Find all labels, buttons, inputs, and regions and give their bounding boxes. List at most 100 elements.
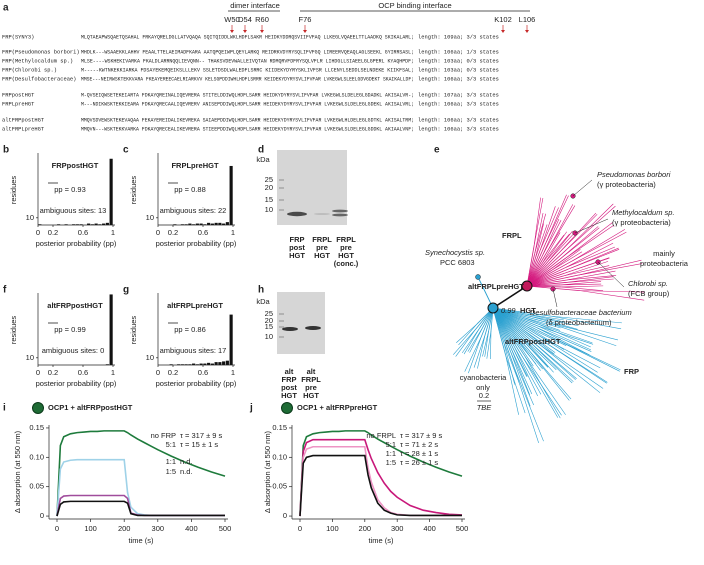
branch (578, 263, 643, 276)
sequence: MLQTAEAPWSQAETQSAHAL FRKAYQRELDGLLATVQAQ… (81, 34, 414, 40)
legend-label: 1:1 (166, 457, 176, 466)
bar (192, 363, 196, 365)
legend-note: τ = 317 ± 9 s (400, 431, 443, 440)
stat-label: pp = 0.88 (174, 185, 206, 194)
marker-band (279, 179, 284, 181)
legend-note: τ = 71 ± 2 s (400, 440, 438, 449)
branch (455, 329, 476, 357)
branch (537, 325, 594, 345)
panel-label: i (3, 403, 6, 414)
note: ambiguous sites: 17 (160, 346, 227, 355)
clade-note: only (476, 383, 490, 392)
bar (195, 364, 199, 365)
marker-label: 20 (265, 316, 273, 325)
branch (468, 336, 482, 374)
bar (207, 222, 211, 225)
branch (537, 327, 592, 352)
lane-label: pre (340, 243, 352, 252)
x-tick-label: 0 (36, 368, 40, 377)
y-axis-label: residues (9, 316, 18, 345)
marker-band (279, 326, 284, 328)
branch (551, 251, 583, 271)
bar (192, 224, 196, 225)
branch (514, 335, 543, 370)
taxon-label: Desulfobacteraceae bacterium (530, 308, 632, 317)
panel-label: f (3, 285, 7, 296)
band (287, 211, 307, 217)
branch (492, 307, 551, 337)
marker-band (279, 320, 284, 322)
x-tick-label: 400 (185, 524, 198, 533)
legend-label: 5:1 (166, 440, 176, 449)
panel-label: b (3, 145, 9, 156)
branch (560, 281, 602, 286)
branch (486, 330, 492, 359)
branch (503, 342, 520, 384)
sequence-info: length: 107aa; 3/3 states (418, 92, 499, 98)
branch (563, 261, 609, 277)
x-tick-label: 0.6 (198, 228, 208, 237)
lane-label: FRP (290, 235, 305, 244)
branch (548, 205, 576, 250)
branch (544, 341, 607, 384)
arrow-head (243, 30, 247, 33)
branch (544, 195, 569, 246)
bar (203, 363, 207, 365)
branch (566, 205, 616, 250)
branch (492, 307, 542, 347)
legend-note: τ = 26 ± 1 s (400, 458, 438, 467)
arrow-head (525, 30, 529, 33)
branch (484, 329, 490, 357)
x-tick-label: 0 (156, 368, 160, 377)
branch (505, 355, 519, 415)
branch (565, 278, 614, 283)
bar (188, 364, 192, 365)
x-tick-label: 500 (219, 524, 232, 533)
bar (87, 223, 91, 225)
branch (514, 368, 544, 442)
branch (467, 327, 483, 352)
lane-label: (conc.) (334, 259, 359, 268)
bar (214, 222, 218, 225)
sequence-info: length: 109aa; 3/3 states (418, 34, 499, 40)
branch (464, 336, 482, 372)
lane-label: HGT (289, 251, 305, 260)
y-tick-label: 10 (26, 213, 34, 222)
branch (473, 334, 486, 368)
branch (524, 313, 564, 323)
branch (565, 246, 615, 268)
chart-title: OCP1 + altFRPpostHGT (48, 403, 133, 412)
y-tick-label: 0.10 (272, 452, 287, 461)
bar (225, 360, 229, 365)
clade-label: FRPL (502, 231, 522, 240)
y-axis-label: Δ absorption (at 550 nm) (263, 430, 272, 513)
sequence-name: FRPpostHGT (2, 92, 35, 98)
marker-label: 25 (265, 175, 273, 184)
panel-label: a (3, 3, 9, 14)
y-tick-label: 0.05 (29, 482, 44, 491)
branch (510, 346, 530, 395)
branch (571, 231, 627, 262)
x-tick-label: 100 (84, 524, 97, 533)
branch (548, 204, 574, 250)
band (332, 209, 348, 213)
x-tick-label: 200 (359, 524, 372, 533)
chart-title: FRPpostHGT (52, 161, 99, 170)
branch (565, 242, 614, 268)
sequence: MLSE----WSKHEKIVARKA FKALDLARRNQQLIEVQNN… (81, 58, 414, 64)
branch (510, 351, 534, 406)
x-tick-label: 0 (36, 228, 40, 237)
sequence: M-----KWTNKEKKIARKA FDSAYEKEMQEIKSLLLEKV… (81, 67, 414, 73)
y-tick-label: 0.05 (272, 482, 287, 491)
branch (463, 328, 480, 355)
bar (210, 363, 214, 365)
bar (109, 294, 113, 365)
x-tick-label: 0.2 (48, 228, 58, 237)
sequence-info: length: 103aa; 0/3 states (418, 58, 499, 64)
marker-label: 10 (265, 332, 273, 341)
band (332, 213, 348, 217)
branch (537, 327, 590, 356)
sequence-info: length: 106aa; 3/3 states (418, 126, 499, 132)
leader (597, 261, 625, 288)
gel (277, 150, 347, 225)
